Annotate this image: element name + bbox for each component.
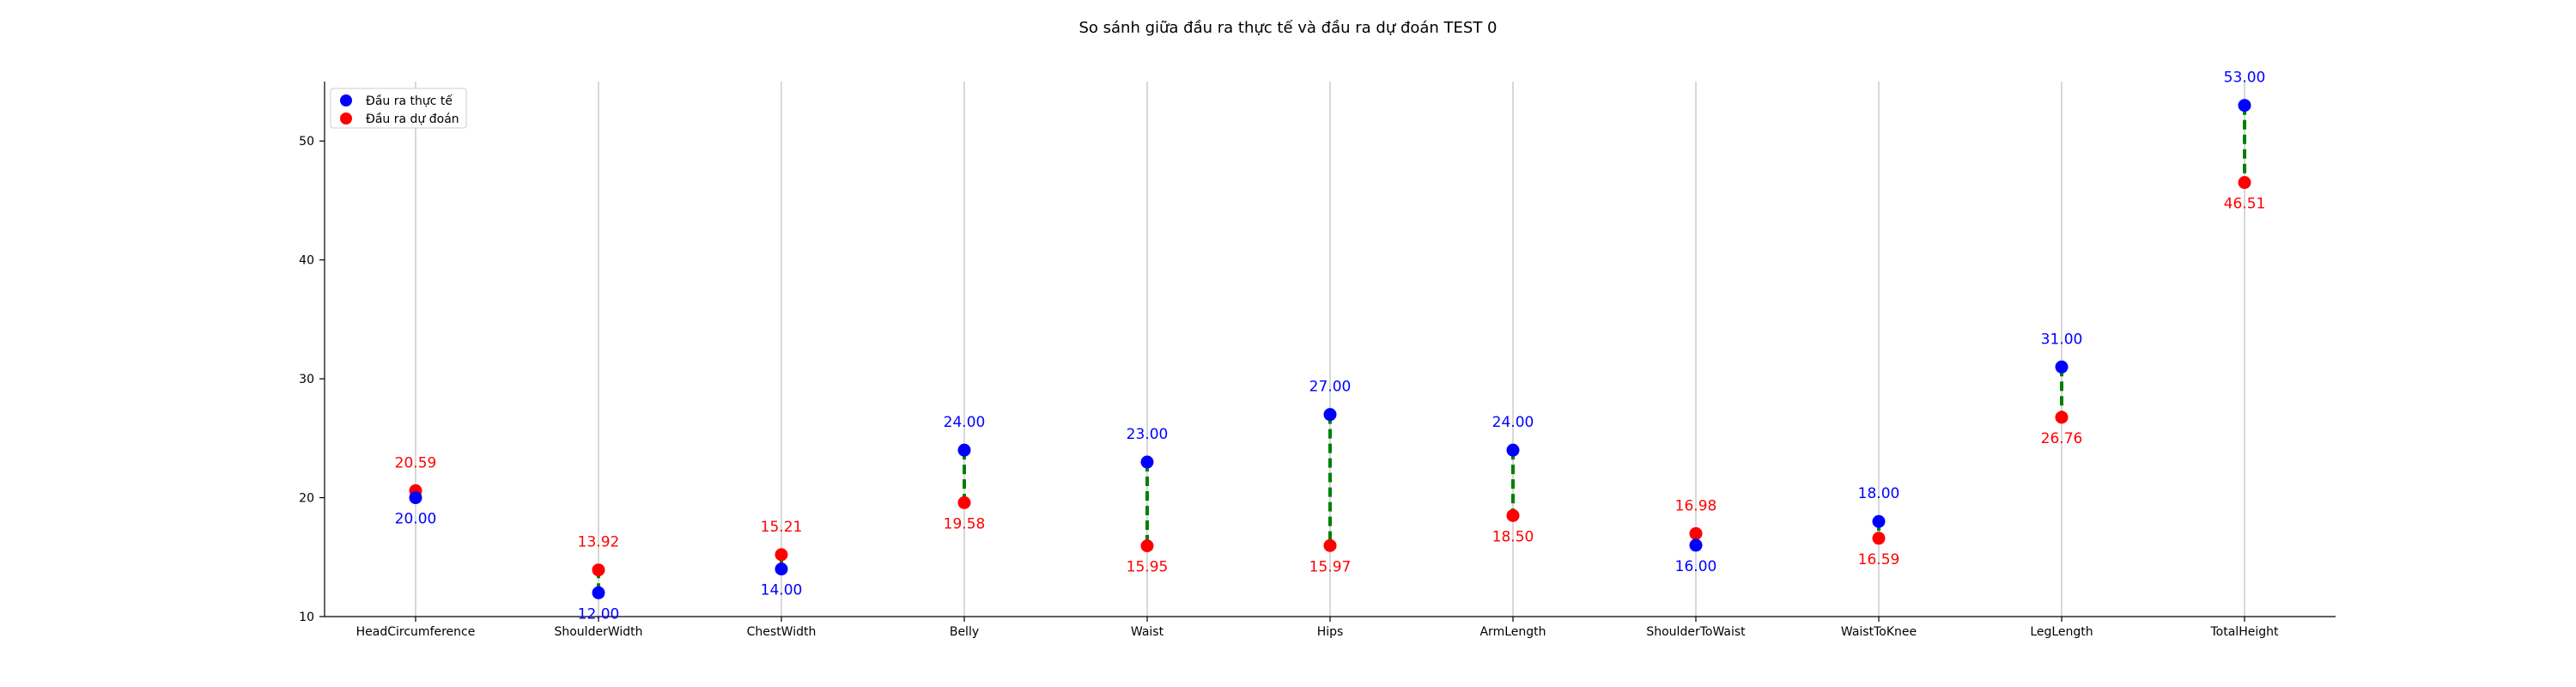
axes-layer: 10 20 30 40 50 HeadCircumference ShoulderWidth… <box>299 82 2336 639</box>
x-tick-label: TotalHeight <box>2210 625 2279 639</box>
predicted-point <box>957 495 971 509</box>
grid-layer <box>415 82 2245 617</box>
actual-value-label: 31.00 <box>2041 331 2083 348</box>
actual-point <box>957 443 971 457</box>
predicted-point <box>592 563 605 577</box>
actual-point <box>775 562 788 576</box>
actual-value-label: 14.00 <box>761 582 803 599</box>
actual-value-label: 23.00 <box>1127 426 1169 443</box>
x-tick-label: ChestWidth <box>747 625 817 639</box>
predicted-point <box>1689 526 1703 540</box>
actual-point <box>409 491 422 505</box>
predicted-point <box>775 548 788 562</box>
actual-point <box>2238 99 2251 112</box>
y-tick-label: 30 <box>299 373 314 386</box>
actual-point <box>1323 408 1337 422</box>
actual-point <box>1872 514 1886 528</box>
predicted-value-label: 13.92 <box>578 534 620 551</box>
x-tick-label: ArmLength <box>1479 625 1546 639</box>
predicted-value-label: 18.50 <box>1492 528 1534 545</box>
x-tick-label: WaistToKnee <box>1841 625 1917 639</box>
predicted-value-label: 46.51 <box>2224 196 2266 213</box>
legend-marker-actual <box>340 94 352 106</box>
x-tick-label: Waist <box>1131 625 1164 639</box>
x-tick-label: ShoulderWidth <box>554 625 642 639</box>
x-tick-label: HeadCircumference <box>356 625 476 639</box>
predicted-point <box>1872 532 1886 545</box>
predicted-value-label: 26.76 <box>2041 430 2083 447</box>
actual-point <box>592 586 605 599</box>
y-tick-label: 50 <box>299 135 314 149</box>
actual-value-label: 24.00 <box>1492 414 1534 431</box>
legend-marker-predicted <box>340 112 352 125</box>
predicted-point <box>2238 176 2251 190</box>
y-tick-label: 20 <box>299 492 314 506</box>
actual-point <box>1506 443 1520 457</box>
predicted-point <box>1140 539 1154 553</box>
chart-title: So sánh giữa đầu ra thực tế và đầu ra dự… <box>1078 19 1498 37</box>
y-tick-label: 40 <box>299 254 314 268</box>
actual-value-label: 12.00 <box>578 605 620 623</box>
predicted-value-label: 16.98 <box>1675 497 1717 514</box>
predicted-point <box>1506 508 1520 522</box>
predicted-value-label: 15.97 <box>1309 558 1352 575</box>
legend-label-predicted: Đầu ra dự đoán <box>366 112 459 126</box>
legend-label-actual: Đầu ra thực tế <box>366 94 453 108</box>
actual-value-label: 18.00 <box>1858 485 1900 502</box>
actual-value-label: 20.00 <box>395 511 437 528</box>
legend-box <box>330 88 467 129</box>
actual-point <box>1689 538 1703 552</box>
predicted-value-label: 15.21 <box>761 519 803 536</box>
predicted-value-label: 19.58 <box>944 515 986 532</box>
predicted-point <box>2055 410 2069 424</box>
actual-value-label: 24.00 <box>944 414 986 431</box>
predicted-value-label: 20.59 <box>395 454 437 471</box>
predicted-point <box>1323 538 1337 552</box>
predicted-value-label: 16.59 <box>1858 551 1900 568</box>
actual-value-label: 27.00 <box>1309 379 1352 396</box>
points-layer <box>409 99 2251 599</box>
x-tick-label: ShoulderToWaist <box>1646 625 1746 639</box>
x-tick-label: Hips <box>1317 625 1344 639</box>
actual-value-label: 53.00 <box>2224 70 2266 87</box>
actual-value-label: 16.00 <box>1675 558 1717 575</box>
y-tick-label: 10 <box>299 611 314 624</box>
legend: Đầu ra thực tế Đầu ra dự đoán <box>330 88 467 129</box>
x-tick-label: Belly <box>950 625 979 639</box>
x-tick-label: LegLength <box>2030 625 2093 639</box>
actual-point <box>2055 360 2069 374</box>
actual-point <box>1140 455 1154 469</box>
predicted-value-label: 15.95 <box>1127 559 1169 576</box>
labels-layer: 20.00 20.59 12.00 13.92 14.00 15.21 24.00 19.58… <box>395 70 2266 623</box>
